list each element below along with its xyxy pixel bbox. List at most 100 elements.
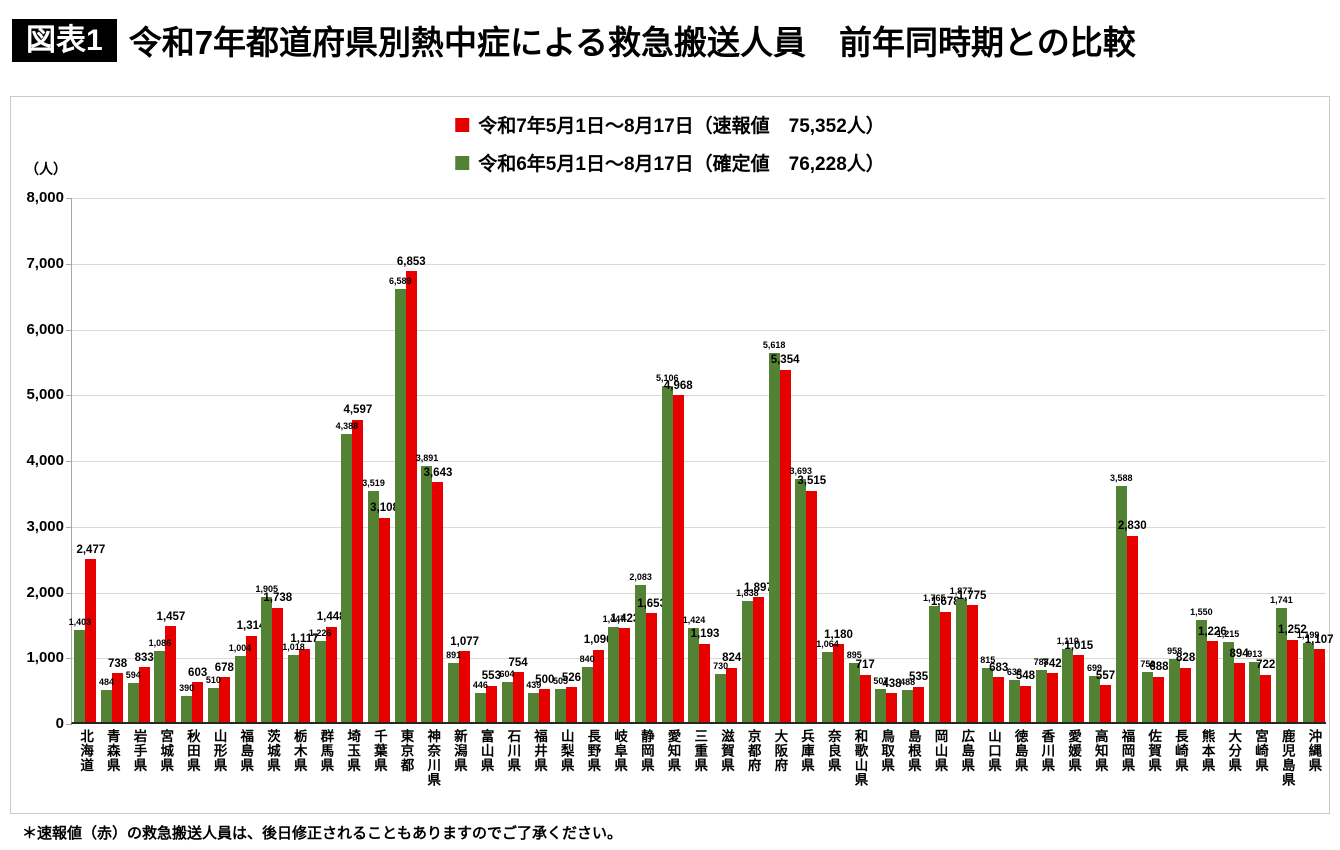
bar-group: 3,588 2,830 福岡県 <box>1110 198 1147 773</box>
footnote: ＊速報値（赤）の救急搬送人員は、後日修正されることもありますのでご了承ください。 <box>22 825 623 842</box>
bar-reiwa7 <box>1153 676 1165 722</box>
bar-value-label-reiwa7: 688 <box>1149 661 1169 674</box>
x-axis-label: 福島県 <box>238 729 254 773</box>
bar-group: 507 438 鳥取県 <box>873 198 901 772</box>
bar-value-label-reiwa7: 1,252 <box>1278 624 1307 637</box>
bar-reiwa6 <box>875 688 887 722</box>
bar-group: 2,083 1,653 静岡県 <box>629 198 666 773</box>
bar-reiwa7 <box>512 672 524 722</box>
x-axis-label: 山梨県 <box>558 729 574 773</box>
x-axis-label: 岡山県 <box>932 729 948 773</box>
bar-reiwa7 <box>859 674 871 722</box>
bar-value-label-reiwa7: 1,738 <box>263 592 293 605</box>
bar-group: 484 738 青森県 <box>99 198 128 772</box>
bar-value-label-reiwa7: 1,077 <box>450 635 480 648</box>
bar-value-label-reiwa7: 738 <box>107 657 128 670</box>
x-axis-label: 千葉県 <box>371 729 387 773</box>
bar-reiwa6 <box>1089 676 1101 722</box>
gridline <box>72 263 1326 265</box>
bar-group: 730 824 滋賀県 <box>713 198 741 773</box>
bar-reiwa6 <box>421 466 433 722</box>
y-axis-tick-mark <box>66 658 72 660</box>
x-axis-label: 青森県 <box>104 729 120 773</box>
x-axis-label: 宮崎県 <box>1252 729 1268 773</box>
x-axis-label: 三重県 <box>692 729 708 773</box>
bar-value-label-reiwa7: 1,775 <box>957 589 987 602</box>
bar-reiwa7 <box>218 677 230 722</box>
bar-group: 594 833 岩手県 <box>125 198 154 772</box>
x-axis-label: 宮城県 <box>158 729 174 773</box>
legend-label-reiwa6: 令和6年5月1日～8月17日（確定値 76,228人） <box>478 154 885 175</box>
bar-value-label-reiwa6: 1,064 <box>816 639 839 650</box>
legend-swatch-green <box>455 155 470 170</box>
bar-group: 390 603 秋田県 <box>179 198 207 772</box>
bar-group: 699 557 高知県 <box>1087 198 1115 773</box>
bar-reiwa6 <box>207 688 219 722</box>
x-axis-label: 静岡県 <box>638 729 654 773</box>
bar-reiwa7 <box>1206 641 1218 722</box>
bar-reiwa6 <box>661 386 673 722</box>
bar-reiwa6 <box>287 655 299 722</box>
bar-value-label-reiwa7: 1,457 <box>156 610 186 623</box>
bar-reiwa7 <box>1100 685 1112 722</box>
bar-reiwa6 <box>1035 670 1047 722</box>
bar-reiwa6 <box>1302 643 1314 722</box>
bar-reiwa7 <box>619 628 631 722</box>
bar-reiwa6 <box>955 598 967 722</box>
bar-value-label-reiwa6: 604 <box>499 669 515 680</box>
bar-value-label-reiwa6: 1,550 <box>1190 607 1213 618</box>
x-axis-label: 徳島県 <box>1012 729 1028 773</box>
bar-reiwa7 <box>485 685 497 722</box>
bar-reiwa6 <box>795 479 807 722</box>
bar-group: 1,226 1,448 群馬県 <box>309 198 346 773</box>
chart-panel: 令和7年5月1日～8月17日（速報値 75,352人） 令和6年5月1日～8月1… <box>10 96 1334 814</box>
bar-reiwa6 <box>394 288 406 722</box>
bar-value-label-reiwa7: 3,515 <box>797 475 827 488</box>
bar-value-label-reiwa7: 3,108 <box>370 502 399 515</box>
bar-reiwa6 <box>848 663 860 722</box>
x-axis-label: 茨城県 <box>265 729 280 773</box>
gridline <box>72 526 1326 528</box>
bar-reiwa7 <box>459 651 471 722</box>
x-axis-label: 京都府 <box>745 729 761 773</box>
bar-value-label-reiwa6: 759 <box>1140 659 1156 670</box>
bar-group: 1,424 1,193 三重県 <box>683 198 720 773</box>
x-axis-label: 高知県 <box>1092 729 1108 773</box>
bar-value-label-reiwa6: 699 <box>1087 663 1103 674</box>
bar-value-label-reiwa6: 3,693 <box>789 466 813 477</box>
bar-reiwa6 <box>234 656 246 722</box>
bar-reiwa6 <box>1275 607 1287 722</box>
bar-group: 958 828 長崎県 <box>1167 198 1195 773</box>
bar-reiwa6 <box>982 668 994 722</box>
bar-value-label-reiwa7: 2,830 <box>1117 520 1147 533</box>
bar-value-label-reiwa6: 1,215 <box>1216 629 1240 640</box>
x-axis-label: 埼玉県 <box>345 729 361 773</box>
bar-value-label-reiwa6: 1,447 <box>602 613 626 624</box>
page-header: 図表1 令和7年都道府県別熱中症による救急搬送人員 前年同時期との比較 <box>12 16 1136 64</box>
bar-value-label-reiwa7: 1,448 <box>316 611 346 624</box>
bar-value-label-reiwa6: 3,519 <box>362 477 385 488</box>
bar-reiwa6 <box>1008 680 1020 722</box>
bar-value-label-reiwa7: 833 <box>134 651 154 664</box>
bar-reiwa6 <box>1142 672 1154 722</box>
bar-reiwa7 <box>726 667 738 722</box>
bar-group: 505 526 山梨県 <box>553 198 581 772</box>
x-axis-label: 新潟県 <box>451 729 467 773</box>
bar-value-label-reiwa6: 788 <box>1033 657 1049 668</box>
bar-reiwa6 <box>741 601 753 722</box>
x-axis-label: 神奈川県 <box>425 729 441 787</box>
bar-reiwa6 <box>74 629 86 722</box>
bar-reiwa6 <box>581 666 593 722</box>
bar-value-label-reiwa6: 6,589 <box>389 275 412 286</box>
x-axis-label: 岐阜県 <box>612 729 628 773</box>
bar-reiwa6 <box>635 585 647 722</box>
gridline <box>72 461 1326 462</box>
bar-group: 1,199 1,107 沖縄県 <box>1297 198 1334 773</box>
gridline <box>72 592 1326 594</box>
bar-value-label-reiwa7: 2,477 <box>76 543 106 556</box>
bar-value-label-reiwa7: 6,853 <box>396 255 426 268</box>
x-axis-label: 鳥取県 <box>879 729 895 773</box>
x-axis-label: 富山県 <box>478 729 494 773</box>
bar-value-label-reiwa6: 3,891 <box>415 453 439 464</box>
x-axis-label: 沖縄県 <box>1306 729 1322 773</box>
